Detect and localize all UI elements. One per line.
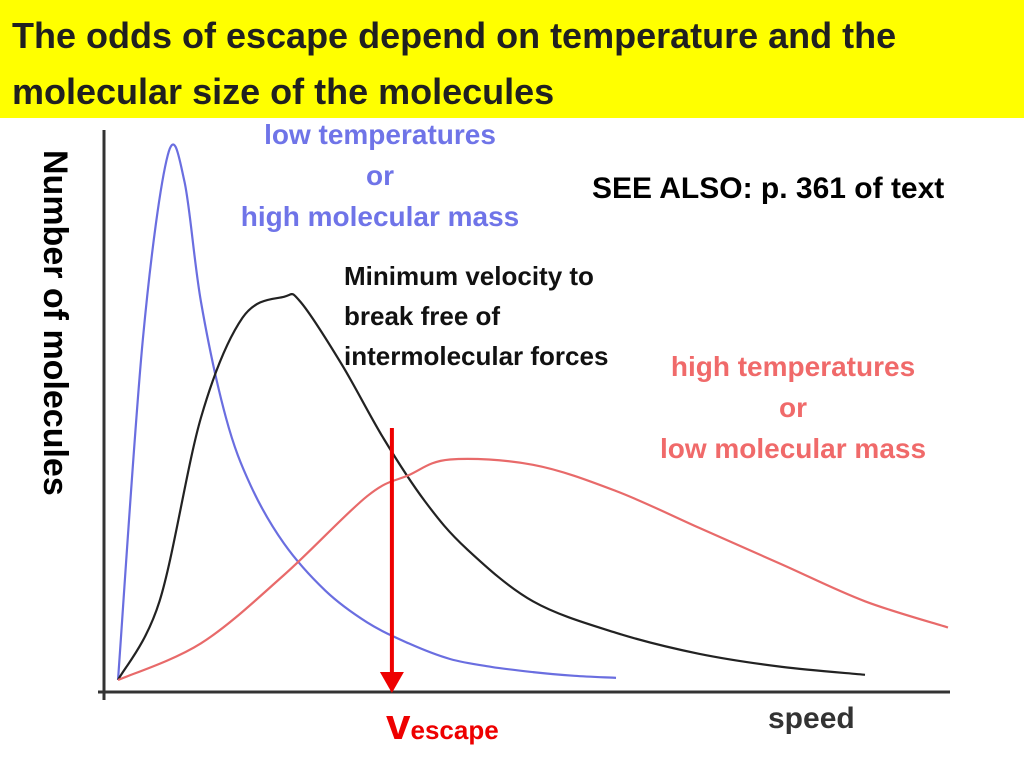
low-temperature-label: low temperatures or high molecular mass [200, 114, 560, 237]
escape-velocity-label: vescape [386, 700, 499, 750]
escape-velocity-subscript: escape [410, 715, 499, 745]
minimum-velocity-note: Minimum velocity to break free of interm… [344, 261, 609, 371]
escape-velocity-symbol: v [386, 700, 411, 749]
slide-title: The odds of escape depend on temperature… [12, 15, 897, 112]
see-also-note: SEE ALSO: p. 361 of text [592, 172, 945, 205]
high-temperature-label-line-2: or [779, 392, 807, 423]
high-temperature-label-line-1: high temperatures [670, 351, 916, 382]
title-banner [0, 0, 1024, 118]
low-temperature-label-line-1: low temperatures [264, 119, 496, 150]
x-axis-label: speed [768, 702, 855, 735]
low-temperature-curve [116, 143, 617, 681]
high-temperature-label-line-3: low molecular mass [659, 433, 927, 464]
high-temperature-label: high temperatures or low molecular mass [618, 346, 968, 469]
low-temperature-label-line-2: or [366, 160, 394, 191]
low-temperature-label-line-3: high molecular mass [240, 201, 520, 232]
y-axis-label: Number of molecules [36, 150, 74, 496]
medium-temperature-curve [117, 293, 866, 681]
high-temperature-curve [117, 457, 949, 682]
escape-velocity-arrow-head [379, 672, 404, 693]
